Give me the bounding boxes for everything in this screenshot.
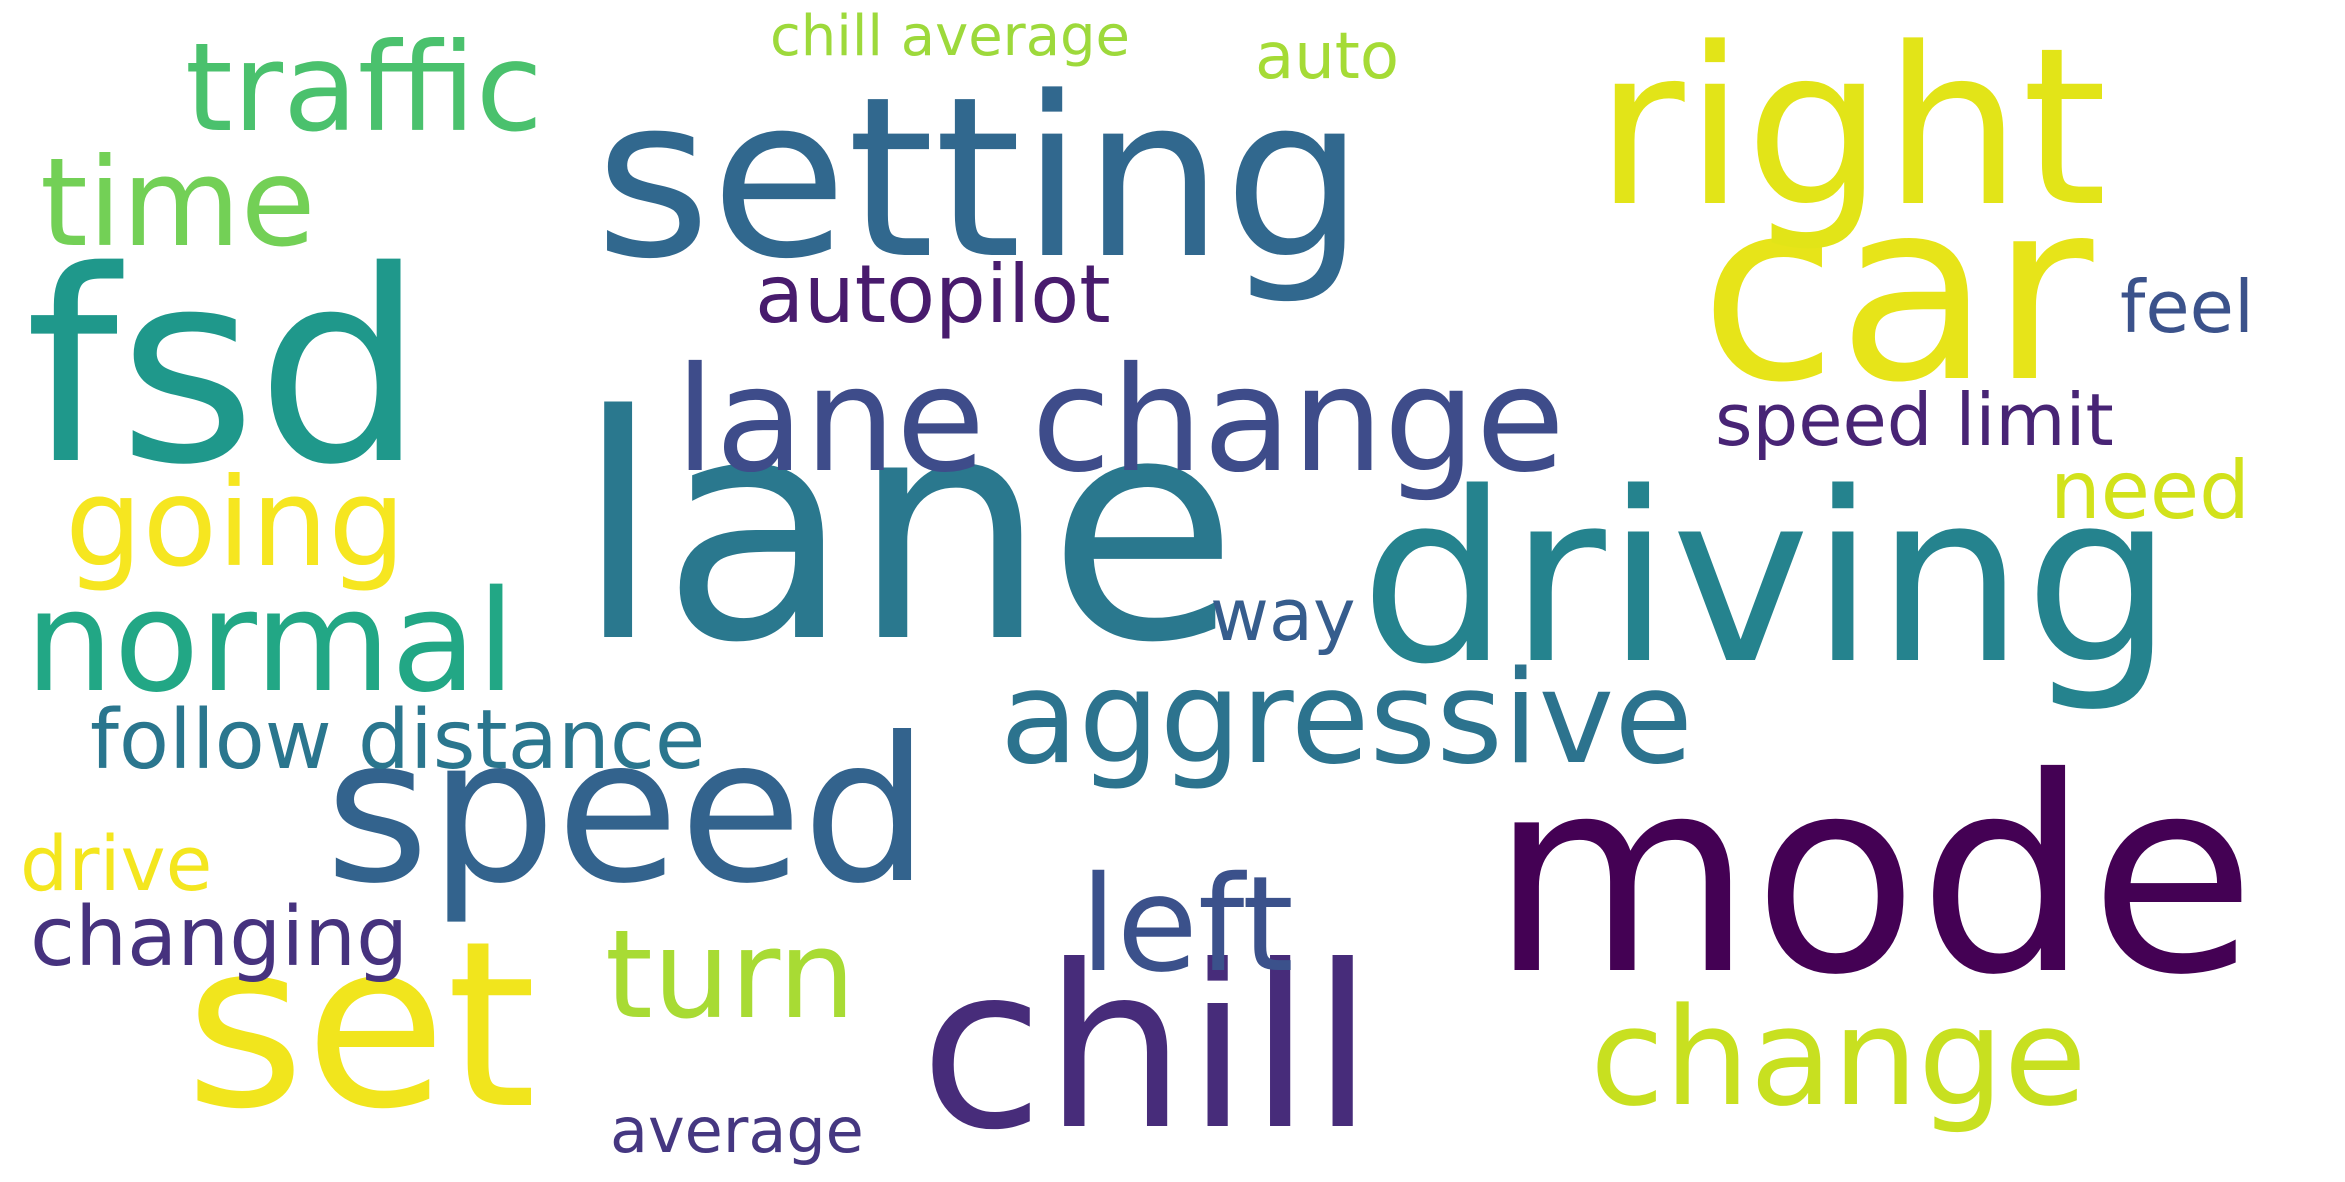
word-speed: speed — [325, 695, 929, 928]
word-need: need — [2050, 444, 2250, 537]
word-fsd: fsd — [25, 215, 425, 523]
word-left: left — [1080, 848, 1294, 1002]
word-auto: auto — [1255, 20, 1399, 94]
word-mode: mode — [1490, 719, 2256, 1034]
word-average: average — [610, 1094, 864, 1167]
word-drive: drive — [20, 819, 212, 908]
word-chill-average: chill average — [770, 4, 1130, 69]
word-turn: turn — [605, 904, 856, 1046]
word-going: going — [65, 452, 406, 594]
word-right: right — [1595, 2, 2107, 255]
word-feel: feel — [2120, 265, 2254, 349]
word-time: time — [40, 132, 316, 274]
word-traffic: traffic — [185, 17, 543, 159]
word-way: way — [1210, 573, 1356, 657]
word-aggressive: aggressive — [1000, 644, 1693, 793]
word-setting: setting — [595, 50, 1365, 308]
word-speed-limit: speed limit — [1715, 378, 2114, 462]
word-change: change — [1590, 979, 2087, 1136]
word-set: set — [185, 893, 537, 1160]
word-lane-change: lane change — [675, 336, 1565, 505]
word-normal: normal — [25, 561, 516, 724]
word-chill: chill — [920, 918, 1374, 1180]
word-lane: lane — [575, 350, 1238, 711]
word-driving: driving — [1360, 443, 2174, 716]
word-autopilot: autopilot — [755, 248, 1111, 341]
word-car: car — [1700, 146, 2094, 437]
word-follow-distance: follow distance — [90, 693, 705, 788]
word-changing: changing — [30, 890, 408, 985]
